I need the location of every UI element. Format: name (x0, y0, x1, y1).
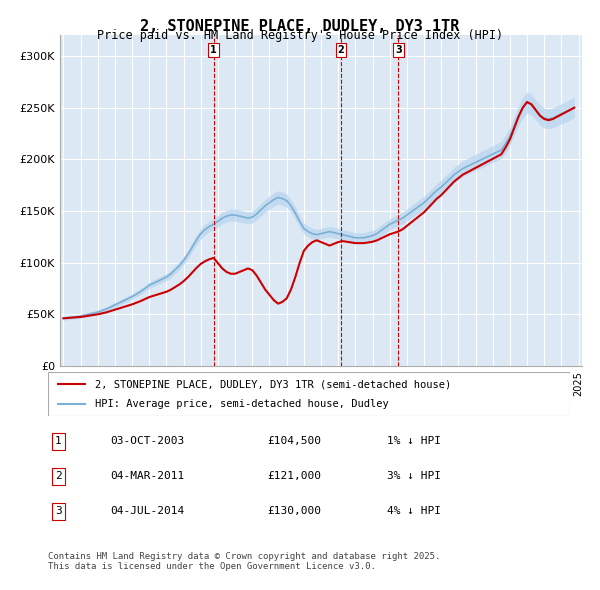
Text: Contains HM Land Registry data © Crown copyright and database right 2025.
This d: Contains HM Land Registry data © Crown c… (48, 552, 440, 571)
Text: 3: 3 (395, 45, 401, 55)
Text: £130,000: £130,000 (267, 506, 321, 516)
Text: 03-OCT-2003: 03-OCT-2003 (110, 437, 185, 447)
Text: 04-MAR-2011: 04-MAR-2011 (110, 471, 185, 481)
Text: Price paid vs. HM Land Registry's House Price Index (HPI): Price paid vs. HM Land Registry's House … (97, 30, 503, 42)
Text: 1: 1 (211, 45, 217, 55)
Text: 3: 3 (55, 506, 62, 516)
Text: £104,500: £104,500 (267, 437, 321, 447)
Text: 2: 2 (55, 471, 62, 481)
Text: 3% ↓ HPI: 3% ↓ HPI (388, 471, 442, 481)
Text: 04-JUL-2014: 04-JUL-2014 (110, 506, 185, 516)
Text: 2, STONEPINE PLACE, DUDLEY, DY3 1TR (semi-detached house): 2, STONEPINE PLACE, DUDLEY, DY3 1TR (sem… (95, 379, 451, 389)
Text: 4% ↓ HPI: 4% ↓ HPI (388, 506, 442, 516)
Text: 1% ↓ HPI: 1% ↓ HPI (388, 437, 442, 447)
Text: 2, STONEPINE PLACE, DUDLEY, DY3 1TR: 2, STONEPINE PLACE, DUDLEY, DY3 1TR (140, 19, 460, 34)
FancyBboxPatch shape (48, 372, 570, 416)
Text: 2: 2 (338, 45, 344, 55)
Text: HPI: Average price, semi-detached house, Dudley: HPI: Average price, semi-detached house,… (95, 399, 389, 408)
Text: 1: 1 (55, 437, 62, 447)
Text: £121,000: £121,000 (267, 471, 321, 481)
